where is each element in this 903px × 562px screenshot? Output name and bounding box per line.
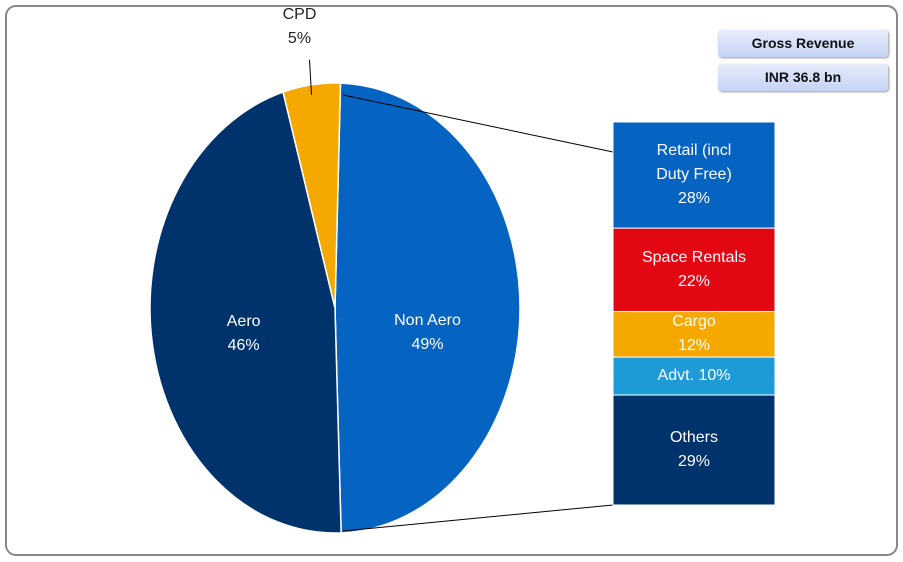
value-label: 22% xyxy=(677,272,711,290)
pie-slice xyxy=(282,82,342,309)
value-label: 46% xyxy=(227,336,260,354)
pie-slice xyxy=(149,91,342,534)
value-label: 5% xyxy=(287,29,312,47)
category-label: Retail (incl Duty Free) xyxy=(656,142,732,184)
category-label: Space Rentals xyxy=(641,248,747,266)
connector xyxy=(342,94,614,153)
category-label: CPD xyxy=(282,5,317,23)
bar-segment xyxy=(612,356,776,396)
bar-segment xyxy=(612,121,776,229)
bar-segment xyxy=(612,227,776,313)
bar-segment xyxy=(612,311,776,358)
value-label: 29% xyxy=(677,453,711,470)
slice-label: CPD 5% xyxy=(283,3,317,51)
leader-line xyxy=(308,59,312,95)
value-label: 49% xyxy=(411,335,444,353)
annotation: INR 36.8 bn xyxy=(718,64,888,91)
segment-label: Cargo 12% xyxy=(638,310,750,358)
slice-label: Aero 46% xyxy=(227,310,261,358)
segment-label: Advt. 10% xyxy=(658,364,731,388)
value-label: 10% xyxy=(698,367,731,385)
annotation: Gross Revenue xyxy=(718,30,888,57)
slice-label: Non Aero 49% xyxy=(394,309,461,357)
bar-segment xyxy=(612,394,776,506)
connector xyxy=(342,504,614,532)
segment-label: Retail (incl Duty Free) 28% xyxy=(638,139,750,211)
category-label: Others xyxy=(669,429,718,446)
category-label: Advt. xyxy=(657,367,694,385)
pie-slice xyxy=(334,82,521,534)
category-label: Aero xyxy=(226,312,261,330)
value-label: 28% xyxy=(677,190,711,208)
value-label: 12% xyxy=(677,337,711,355)
segment-label: Others 29% xyxy=(638,426,750,474)
category-label: Cargo xyxy=(672,313,716,331)
category-label: Non Aero xyxy=(394,311,461,329)
segment-label: Space Rentals 22% xyxy=(638,246,750,294)
